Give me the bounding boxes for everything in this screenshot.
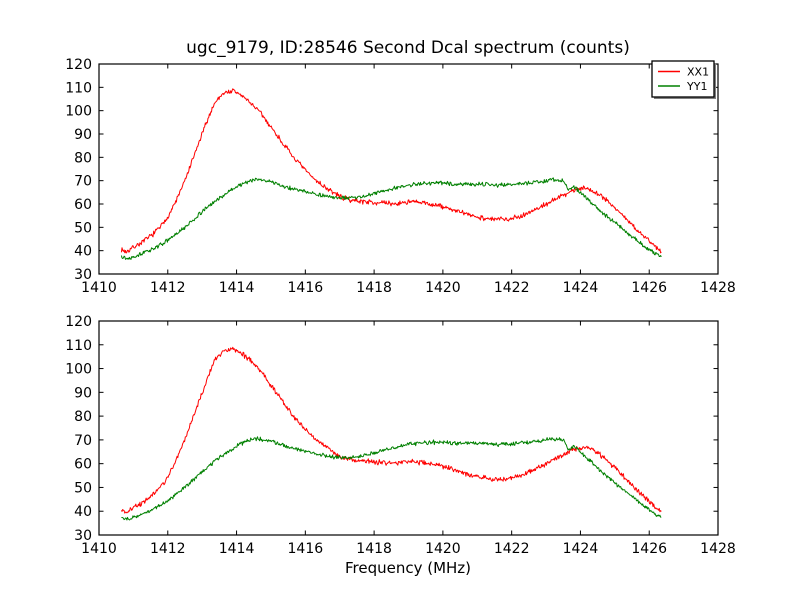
x-tick-label: 1416 (288, 280, 324, 296)
x-tick-label: 1424 (563, 541, 599, 557)
legend-label-YY1: YY1 (686, 80, 707, 93)
y-tick-label: 60 (74, 457, 92, 473)
x-tick-label: 1424 (563, 280, 599, 296)
x-tick-label: 1416 (288, 541, 324, 557)
y-tick-label: 40 (74, 244, 92, 260)
x-tick-label: 1410 (81, 280, 117, 296)
y-tick-label: 30 (74, 528, 92, 544)
x-tick-label: 1414 (219, 541, 255, 557)
x-tick-label: 1414 (219, 280, 255, 296)
x-tick-label: 1422 (494, 280, 530, 296)
series-XX1-line (120, 88, 662, 254)
y-tick-label: 100 (65, 362, 92, 378)
x-tick-label: 1426 (631, 541, 667, 557)
y-tick-label: 70 (74, 433, 92, 449)
y-tick-label: 70 (74, 174, 92, 190)
x-tick-label: 1420 (425, 280, 461, 296)
subplot-2: 1410 1412 1414 1416 1418 1420 1422 1424 1426 1428… (65, 314, 736, 557)
x-tick-label: 1428 (700, 280, 736, 296)
x-tick-label: 1410 (81, 541, 117, 557)
subplot-1: 1410 1412 1414 1416 1418 1420 1422 1424 1426 1428… (65, 57, 736, 296)
x-tick-label: 1412 (150, 280, 186, 296)
y-tick-label: 120 (65, 57, 92, 73)
x-tick-label: 1412 (150, 541, 186, 557)
y-tick-label: 60 (74, 197, 92, 213)
y-tick-label: 110 (65, 80, 92, 96)
legend-box (651, 60, 715, 98)
y-tick-label: 50 (74, 480, 92, 496)
y-tick-label: 80 (74, 409, 92, 425)
figure-title: ugc_9179, ID:28546 Second Dcal spectrum … (186, 38, 630, 58)
x-axis-label: Frequency (MHz) (344, 559, 472, 577)
x-tick-label: 1422 (494, 541, 530, 557)
y-tick-label: 50 (74, 220, 92, 236)
y-tick-label: 90 (74, 127, 92, 143)
legend-label-XX1: XX1 (687, 66, 709, 79)
y-tick-label: 40 (74, 504, 92, 520)
x-tick-label: 1428 (700, 541, 736, 557)
axes-frame (98, 320, 719, 536)
series-YY1-line (120, 177, 662, 260)
x-tick-label: 1420 (425, 541, 461, 557)
x-tick-label: 1418 (356, 280, 392, 296)
x-tick-label: 1426 (631, 280, 667, 296)
series-XX1-line (120, 346, 662, 514)
x-tick-label: 1418 (356, 541, 392, 557)
series-YY1-line (121, 436, 662, 521)
y-tick-label: 80 (74, 150, 92, 166)
y-tick-label: 30 (74, 267, 92, 283)
y-tick-label: 110 (65, 338, 92, 354)
axes-frame (98, 63, 719, 275)
y-tick-label: 120 (65, 314, 92, 330)
y-tick-label: 90 (74, 385, 92, 401)
y-tick-label: 100 (65, 104, 92, 120)
